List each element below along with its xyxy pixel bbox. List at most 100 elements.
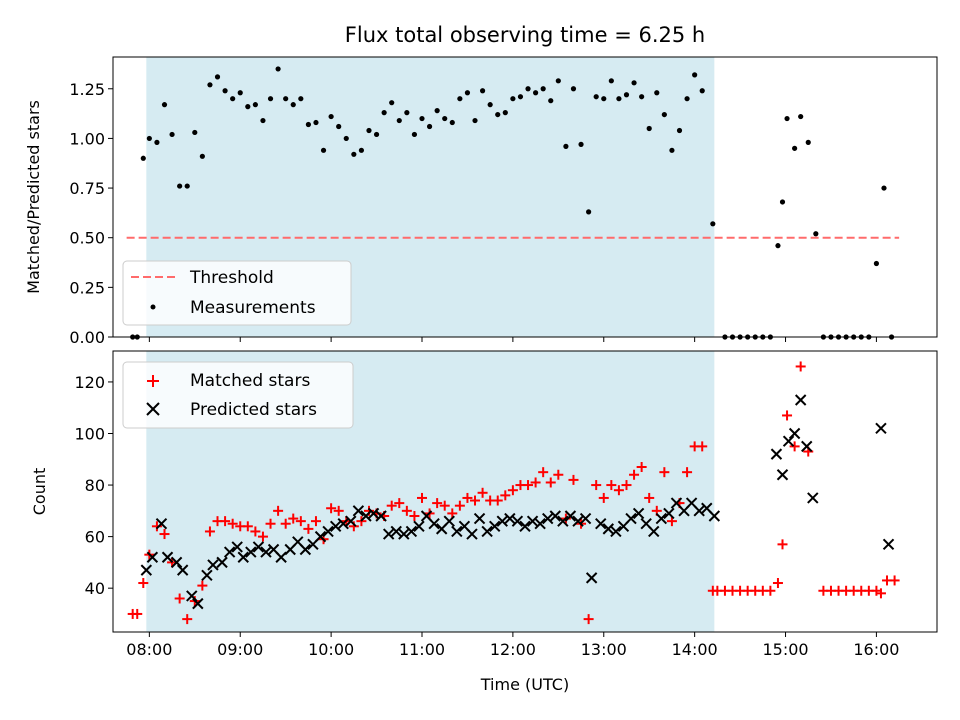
predicted-star-point <box>579 512 592 525</box>
matched-star-point <box>288 513 299 524</box>
measurement-point <box>154 139 160 145</box>
measurement-point <box>669 147 675 153</box>
top-legend-box <box>122 260 352 326</box>
matched-star-point <box>777 539 788 550</box>
predicted-star-point <box>413 520 425 533</box>
predicted-star-point <box>602 523 615 535</box>
matched-star-point <box>242 521 253 532</box>
matched-star-point <box>492 495 503 506</box>
legend-matched-label: Matched stars <box>190 371 310 391</box>
measurement-point <box>798 113 804 120</box>
measurement-point <box>601 96 607 102</box>
x-tick-label: 10:00 <box>308 640 354 659</box>
measurement-point <box>351 151 357 157</box>
predicted-star-point <box>801 440 813 453</box>
predicted-star-point <box>595 518 607 530</box>
x-tick-label: 11:00 <box>399 640 445 659</box>
matched-star-point <box>310 516 321 527</box>
matched-star-point <box>500 490 511 501</box>
predicted-star-point <box>542 512 554 525</box>
top-panel: 0.00 0.25 0.50 0.75 1.00 1.25 Flux total obse… <box>24 23 938 347</box>
matched-star-point <box>174 593 185 604</box>
y-tick-label: 1.00 <box>69 129 105 148</box>
predicted-star-point <box>782 435 795 447</box>
matched-star-point <box>782 410 793 421</box>
predicted-star-point <box>655 512 668 525</box>
y-tick-label: 0.75 <box>69 179 105 198</box>
predicted-star-point <box>337 518 349 530</box>
x-tick-label: 08:00 <box>126 640 172 659</box>
measurement-point <box>631 80 637 86</box>
measurement-point <box>472 117 478 124</box>
legend-measurements-swatch <box>150 304 156 310</box>
predicted-star-point <box>496 515 508 527</box>
measurement-point <box>487 102 493 108</box>
bottom-axes-frame <box>112 350 938 633</box>
measurement-point <box>570 86 577 92</box>
predicted-star-point <box>481 525 493 538</box>
measurement-point <box>404 110 410 116</box>
measurement-point <box>805 139 811 145</box>
x-tick-label: 16:00 <box>853 640 899 659</box>
predicted-star-point <box>140 564 153 576</box>
matched-star-point <box>250 526 261 537</box>
matched-star-point <box>538 467 549 478</box>
measurement-point <box>320 147 327 153</box>
matched-star-point <box>553 469 564 480</box>
matched-star-point <box>439 500 450 511</box>
predicted-star-point <box>252 541 265 553</box>
top-x-ticks <box>148 337 877 342</box>
measurement-point <box>396 117 402 124</box>
matched-star-point <box>303 523 314 534</box>
measurement-point <box>358 147 365 153</box>
measurement-point <box>336 123 342 130</box>
matched-star-point <box>132 608 143 619</box>
measurement-point <box>328 113 334 120</box>
predicted-star-point <box>345 515 357 527</box>
measurement-point <box>502 110 508 116</box>
measurement-point <box>710 221 716 227</box>
measurement-point <box>199 153 205 159</box>
matched-star-point <box>470 495 481 506</box>
predicted-star-point <box>201 569 213 581</box>
predicted-star-point <box>663 507 675 520</box>
matched-star-point <box>629 469 640 480</box>
matched-star-point <box>697 441 708 452</box>
legend-predicted-swatch <box>146 402 160 416</box>
predicted-star-point <box>610 525 622 538</box>
matched-star-point <box>280 518 291 529</box>
predicted-star-point <box>428 518 440 530</box>
predicted-star-point <box>625 512 637 525</box>
matched-star-point <box>530 477 541 488</box>
matched-star-point <box>772 578 783 589</box>
measurement-point <box>298 96 304 102</box>
predicted-star-point <box>382 528 395 540</box>
matched-star-point <box>386 500 397 511</box>
measurement-point <box>237 90 243 96</box>
measurement-point <box>548 98 554 104</box>
measurement-point <box>479 88 486 94</box>
top-points-layer <box>130 66 895 340</box>
predicted-star-point <box>807 492 819 504</box>
predicted-star-point <box>231 541 243 553</box>
measurement-point <box>699 88 705 94</box>
measurement-point <box>192 129 198 136</box>
bottom-points-layer <box>127 361 900 625</box>
measurement-point <box>608 78 614 84</box>
predicted-star-point <box>549 510 562 522</box>
predicted-star-point <box>146 551 159 563</box>
predicted-star-point <box>882 538 895 551</box>
matched-star-point <box>265 518 276 529</box>
predicted-star-point <box>443 515 455 527</box>
measurement-point <box>230 96 236 102</box>
measurement-point <box>283 96 289 102</box>
measurement-point <box>586 209 592 215</box>
x-tick-label: 09:00 <box>217 640 263 659</box>
measurement-point <box>525 86 531 92</box>
bottom-legend: Matched stars Predicted stars <box>122 361 354 429</box>
measurement-point <box>275 66 281 72</box>
measurement-point <box>779 199 786 205</box>
matched-star-point <box>765 585 776 596</box>
measurement-point <box>313 119 319 126</box>
measurement-point <box>510 96 516 102</box>
